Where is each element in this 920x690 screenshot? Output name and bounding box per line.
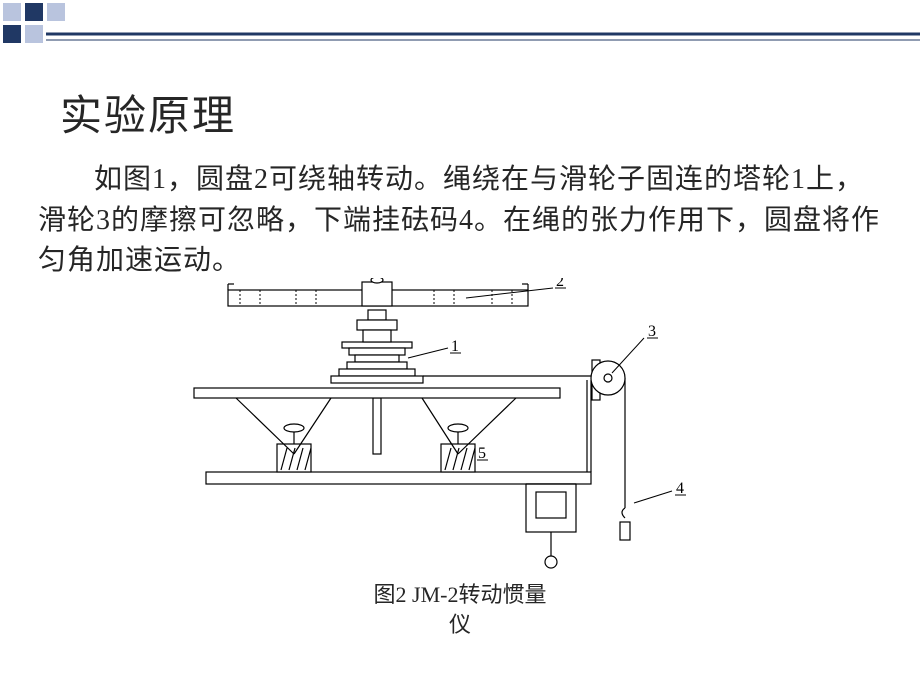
apparatus-diagram: 12345 — [176, 278, 736, 578]
svg-text:4: 4 — [676, 480, 684, 497]
svg-text:3: 3 — [648, 323, 656, 340]
caption-line2: 仪 — [449, 612, 471, 637]
body-paragraph: 如图1，圆盘2可绕轴转动。绳绕在与滑轮子固连的塔轮1上，滑轮3的摩擦可忽略，下端… — [38, 160, 882, 282]
header-decoration — [0, 0, 920, 44]
svg-text:5: 5 — [478, 445, 486, 462]
slide-title: 实验原理 — [60, 82, 236, 143]
figure-caption: 图2 JM-2转动惯量 仪 — [300, 580, 620, 639]
caption-line1: 图2 JM-2转动惯量 — [374, 582, 547, 607]
svg-text:1: 1 — [451, 338, 459, 355]
